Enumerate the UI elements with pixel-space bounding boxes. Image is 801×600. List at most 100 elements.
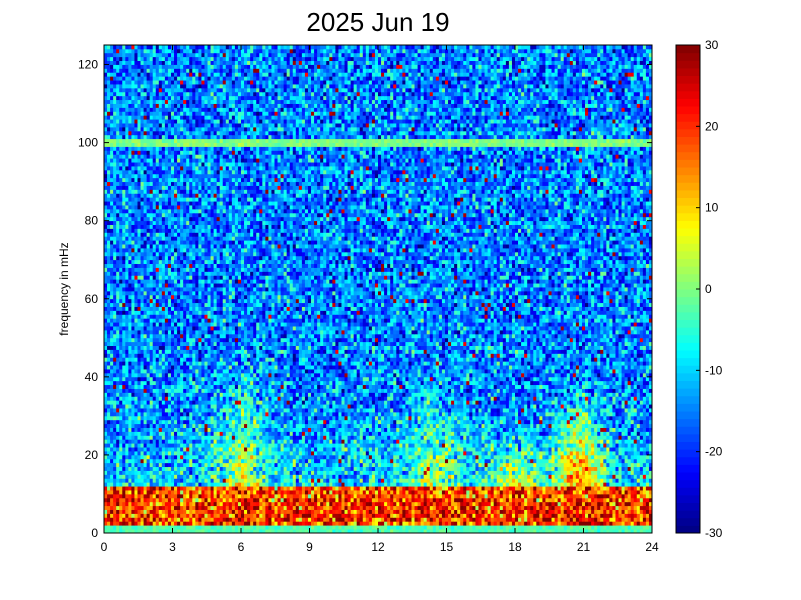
heatmap-cell [208, 459, 211, 463]
heatmap-cell [603, 459, 606, 463]
heatmap-cell [241, 482, 244, 486]
heatmap-cell [116, 435, 119, 439]
heatmap-cell [214, 482, 217, 486]
heatmap-cell [338, 478, 341, 482]
heatmap-cell [503, 513, 506, 517]
heatmap-cell [460, 439, 463, 443]
heatmap-cell [418, 432, 421, 436]
heatmap-cell [637, 443, 640, 447]
heatmap-cell [183, 478, 186, 482]
heatmap-cell [430, 435, 433, 439]
heatmap-cell [628, 517, 631, 521]
heatmap-cell [141, 494, 144, 498]
heatmap-cell [561, 494, 564, 498]
heatmap-cell [567, 447, 570, 451]
heatmap-cell [141, 510, 144, 514]
heatmap-cell [518, 459, 521, 463]
heatmap-cell [576, 486, 579, 490]
heatmap-cell [104, 455, 107, 459]
heatmap-cell [561, 478, 564, 482]
heatmap-cell [558, 459, 561, 463]
heatmap-cell [478, 439, 481, 443]
heatmap-cell [454, 451, 457, 455]
heatmap-cell [122, 502, 125, 506]
heatmap-cell [387, 463, 390, 467]
heatmap-cell [469, 510, 472, 514]
heatmap-cell [463, 502, 466, 506]
heatmap-cell [393, 482, 396, 486]
heatmap-cell [168, 428, 171, 432]
heatmap-cell [189, 474, 192, 478]
heatmap-cell [265, 486, 268, 490]
heatmap-cell [159, 463, 162, 467]
heatmap-cell [122, 517, 125, 521]
heatmap-cell [238, 494, 241, 498]
heatmap-cell [128, 506, 131, 510]
heatmap-cell [363, 424, 366, 428]
heatmap-cell [622, 482, 625, 486]
heatmap-cell [351, 443, 354, 447]
heatmap-cell [485, 447, 488, 451]
heatmap-cell [137, 525, 140, 529]
heatmap-cell [640, 455, 643, 459]
heatmap-cell [488, 517, 491, 521]
heatmap-cell [247, 451, 250, 455]
heatmap-cell [512, 428, 515, 432]
heatmap-cell [119, 506, 122, 510]
heatmap-cell [570, 455, 573, 459]
heatmap-cell [609, 432, 612, 436]
heatmap-cell [165, 510, 168, 514]
heatmap-cell [622, 459, 625, 463]
heatmap-cell [606, 517, 609, 521]
heatmap-cell [579, 435, 582, 439]
heatmap-cell [256, 424, 259, 428]
heatmap-cell [150, 428, 153, 432]
heatmap-cell [564, 498, 567, 502]
heatmap-cell [323, 478, 326, 482]
heatmap-cell [482, 439, 485, 443]
heatmap-cell [323, 455, 326, 459]
heatmap-cell [354, 435, 357, 439]
heatmap-cell [570, 471, 573, 475]
heatmap-cell [326, 502, 329, 506]
heatmap-cell [110, 490, 113, 494]
heatmap-cell [314, 525, 317, 529]
heatmap-cell [384, 482, 387, 486]
heatmap-cell [393, 478, 396, 482]
heatmap-cell [141, 435, 144, 439]
heatmap-cell [570, 435, 573, 439]
heatmap-cell [192, 463, 195, 467]
heatmap-cell [619, 471, 622, 475]
heatmap-cell [351, 478, 354, 482]
heatmap-cell [131, 467, 134, 471]
heatmap-cell [204, 513, 207, 517]
heatmap-cell [518, 494, 521, 498]
heatmap-cell [405, 447, 408, 451]
heatmap-cell [457, 494, 460, 498]
heatmap-cell [631, 459, 634, 463]
heatmap-cell [229, 494, 232, 498]
heatmap-cell [341, 439, 344, 443]
heatmap-cell [603, 451, 606, 455]
heatmap-cell [454, 490, 457, 494]
heatmap-cell [211, 510, 214, 514]
heatmap-cell [530, 506, 533, 510]
heatmap-cell [351, 467, 354, 471]
heatmap-cell [542, 490, 545, 494]
heatmap-cell [603, 510, 606, 514]
heatmap-cell [259, 502, 262, 506]
heatmap-cell [628, 467, 631, 471]
heatmap-cell [573, 521, 576, 525]
heatmap-cell [311, 455, 314, 459]
heatmap-cell [271, 447, 274, 451]
heatmap-cell [259, 467, 262, 471]
heatmap-cell [104, 482, 107, 486]
heatmap-cell [387, 502, 390, 506]
heatmap-cell [594, 482, 597, 486]
heatmap-cell [475, 447, 478, 451]
heatmap-cell [536, 525, 539, 529]
heatmap-cell [284, 517, 287, 521]
heatmap-cell [290, 455, 293, 459]
heatmap-cell [378, 521, 381, 525]
heatmap-cell [600, 435, 603, 439]
